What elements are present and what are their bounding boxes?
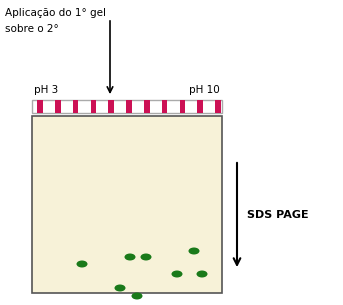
Ellipse shape xyxy=(197,271,208,278)
Text: Aplicação do 1° gel: Aplicação do 1° gel xyxy=(5,8,106,18)
Bar xyxy=(73,100,78,113)
Bar xyxy=(198,100,203,113)
Text: pH 3: pH 3 xyxy=(34,85,58,95)
Ellipse shape xyxy=(115,285,126,292)
Ellipse shape xyxy=(172,271,182,278)
Bar xyxy=(126,100,132,113)
Ellipse shape xyxy=(189,247,200,254)
Bar xyxy=(215,100,221,113)
Bar xyxy=(55,100,61,113)
Bar xyxy=(32,100,222,113)
Ellipse shape xyxy=(131,292,142,300)
Ellipse shape xyxy=(141,253,152,260)
Text: sobre o 2°: sobre o 2° xyxy=(5,24,59,34)
Bar xyxy=(37,100,43,113)
Text: pH 10: pH 10 xyxy=(189,85,220,95)
Bar xyxy=(108,100,114,113)
Bar xyxy=(180,100,185,113)
Ellipse shape xyxy=(76,260,87,267)
Text: SDS PAGE: SDS PAGE xyxy=(247,210,309,220)
Bar xyxy=(144,100,150,113)
Bar xyxy=(91,100,96,113)
Bar xyxy=(162,100,167,113)
Ellipse shape xyxy=(125,253,135,260)
Bar xyxy=(32,116,222,293)
